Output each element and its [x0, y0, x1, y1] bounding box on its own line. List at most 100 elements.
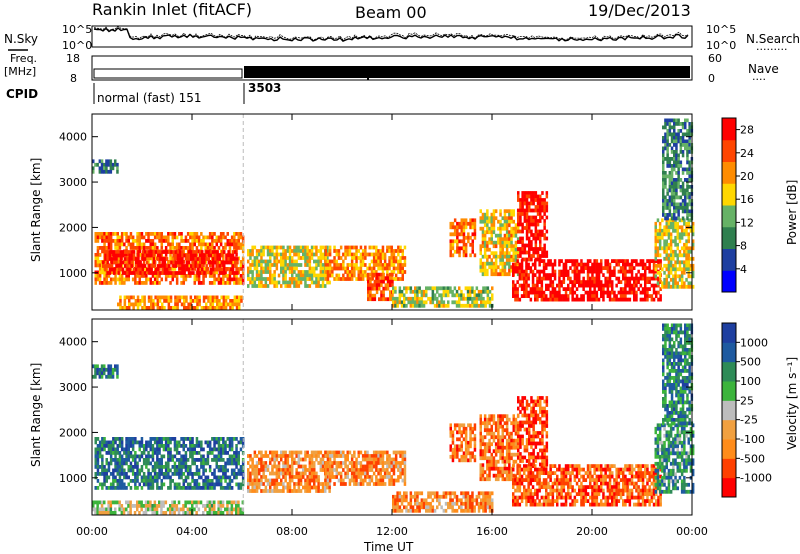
range-gate-cell — [184, 235, 188, 240]
range-gate-cell — [249, 475, 252, 479]
range-gate-cell — [394, 300, 397, 305]
range-gate-cell — [213, 472, 216, 476]
range-gate-cell — [662, 160, 665, 165]
range-gate-cell — [112, 475, 115, 480]
range-gate-cell — [688, 202, 691, 207]
range-gate-cell — [176, 299, 179, 303]
range-gate-cell — [534, 247, 538, 251]
range-gate-cell — [98, 367, 102, 372]
range-gate-cell — [273, 245, 276, 250]
range-gate-cell — [630, 259, 634, 263]
range-gate-cell — [353, 273, 356, 278]
range-gate-cell — [264, 475, 268, 479]
range-gate-cell — [624, 280, 627, 284]
range-gate-cell — [171, 500, 174, 505]
range-gate-cell — [613, 266, 616, 270]
range-gate-cell — [691, 225, 695, 230]
range-gate-cell — [675, 150, 678, 154]
range-gate-cell — [494, 258, 498, 263]
range-gate-cell — [381, 249, 385, 253]
range-gate-cell — [118, 472, 122, 476]
range-gate-cell — [551, 290, 555, 295]
range-gate-cell — [675, 216, 678, 221]
range-gate-cell — [213, 270, 216, 275]
range-gate-cell — [392, 300, 395, 305]
range-gate-cell — [229, 271, 233, 275]
range-gate-cell — [186, 437, 190, 441]
range-gate-cell — [667, 228, 671, 233]
range-gate-cell — [569, 266, 572, 270]
range-gate-cell — [151, 437, 155, 441]
range-gate-cell — [208, 246, 212, 250]
range-gate-cell — [208, 451, 212, 455]
range-gate-cell — [213, 437, 216, 441]
range-gate-cell — [456, 246, 459, 251]
range-gate-cell — [670, 216, 674, 221]
range-gate-cell — [539, 201, 542, 206]
range-gate-cell — [249, 471, 252, 476]
range-gate-cell — [113, 257, 116, 261]
range-gate-cell — [304, 280, 307, 285]
range-gate-cell — [171, 232, 174, 236]
range-gate-cell — [143, 271, 147, 275]
range-gate-cell — [206, 267, 210, 271]
range-gate-cell — [105, 367, 108, 372]
range-gate-cell — [169, 299, 173, 303]
range-gate-cell — [262, 266, 265, 271]
range-gate-cell — [514, 262, 517, 267]
range-gate-cell — [456, 228, 459, 233]
range-gate-cell — [328, 252, 332, 257]
range-gate-cell — [207, 253, 211, 258]
range-gate-cell — [115, 253, 118, 258]
range-gate-cell — [564, 262, 568, 267]
range-gate-cell — [422, 293, 426, 298]
range-gate-cell — [641, 273, 645, 277]
range-gate-cell — [471, 221, 474, 226]
range-gate-cell — [540, 276, 544, 281]
range-gate-cell — [284, 270, 287, 274]
range-gate-cell — [173, 465, 177, 469]
range-gate-cell — [673, 195, 676, 200]
range-gate-cell — [113, 260, 116, 265]
range-gate-cell — [637, 287, 640, 291]
range-gate-cell — [284, 471, 287, 476]
range-gate-cell — [291, 461, 294, 465]
range-gate-cell — [178, 451, 181, 455]
range-gate-cell — [619, 287, 623, 291]
range-gate-cell — [154, 250, 158, 254]
range-gate-cell — [440, 300, 443, 305]
range-gate-cell — [288, 252, 292, 257]
range-gate-cell — [586, 280, 590, 284]
range-gate-cell — [662, 209, 665, 214]
range-gate-cell — [339, 245, 343, 250]
range-gate-cell — [142, 504, 146, 508]
range-gate-cell — [521, 191, 524, 195]
range-gate-cell — [675, 192, 678, 196]
range-gate-cell — [107, 507, 110, 512]
range-gate-cell — [189, 482, 192, 487]
range-gate-cell — [219, 235, 223, 240]
range-gate-cell — [681, 167, 685, 172]
range-gate-cell — [186, 507, 190, 512]
range-gate-cell — [251, 468, 254, 472]
range-gate-cell — [494, 233, 498, 238]
range-gate-cell — [486, 286, 490, 291]
range-gate-cell — [236, 260, 239, 265]
range-gate-cell — [98, 374, 102, 379]
range-gate-cell — [619, 290, 623, 295]
range-gate-cell — [161, 267, 164, 272]
range-gate-cell — [613, 297, 616, 302]
range-gate-cell — [161, 306, 164, 310]
range-gate-cell — [602, 283, 605, 288]
range-gate-cell — [282, 266, 285, 271]
range-gate-cell — [235, 461, 238, 466]
range-gate-cell — [120, 235, 124, 240]
range-gate-cell — [258, 273, 261, 278]
range-gate-cell — [687, 267, 690, 272]
range-gate-cell — [688, 178, 691, 182]
range-gate-cell — [162, 472, 166, 476]
range-gate-cell — [142, 461, 146, 466]
range-gate-cell — [567, 276, 570, 281]
range-gate-cell — [118, 458, 122, 462]
range-gate-cell — [213, 281, 216, 285]
